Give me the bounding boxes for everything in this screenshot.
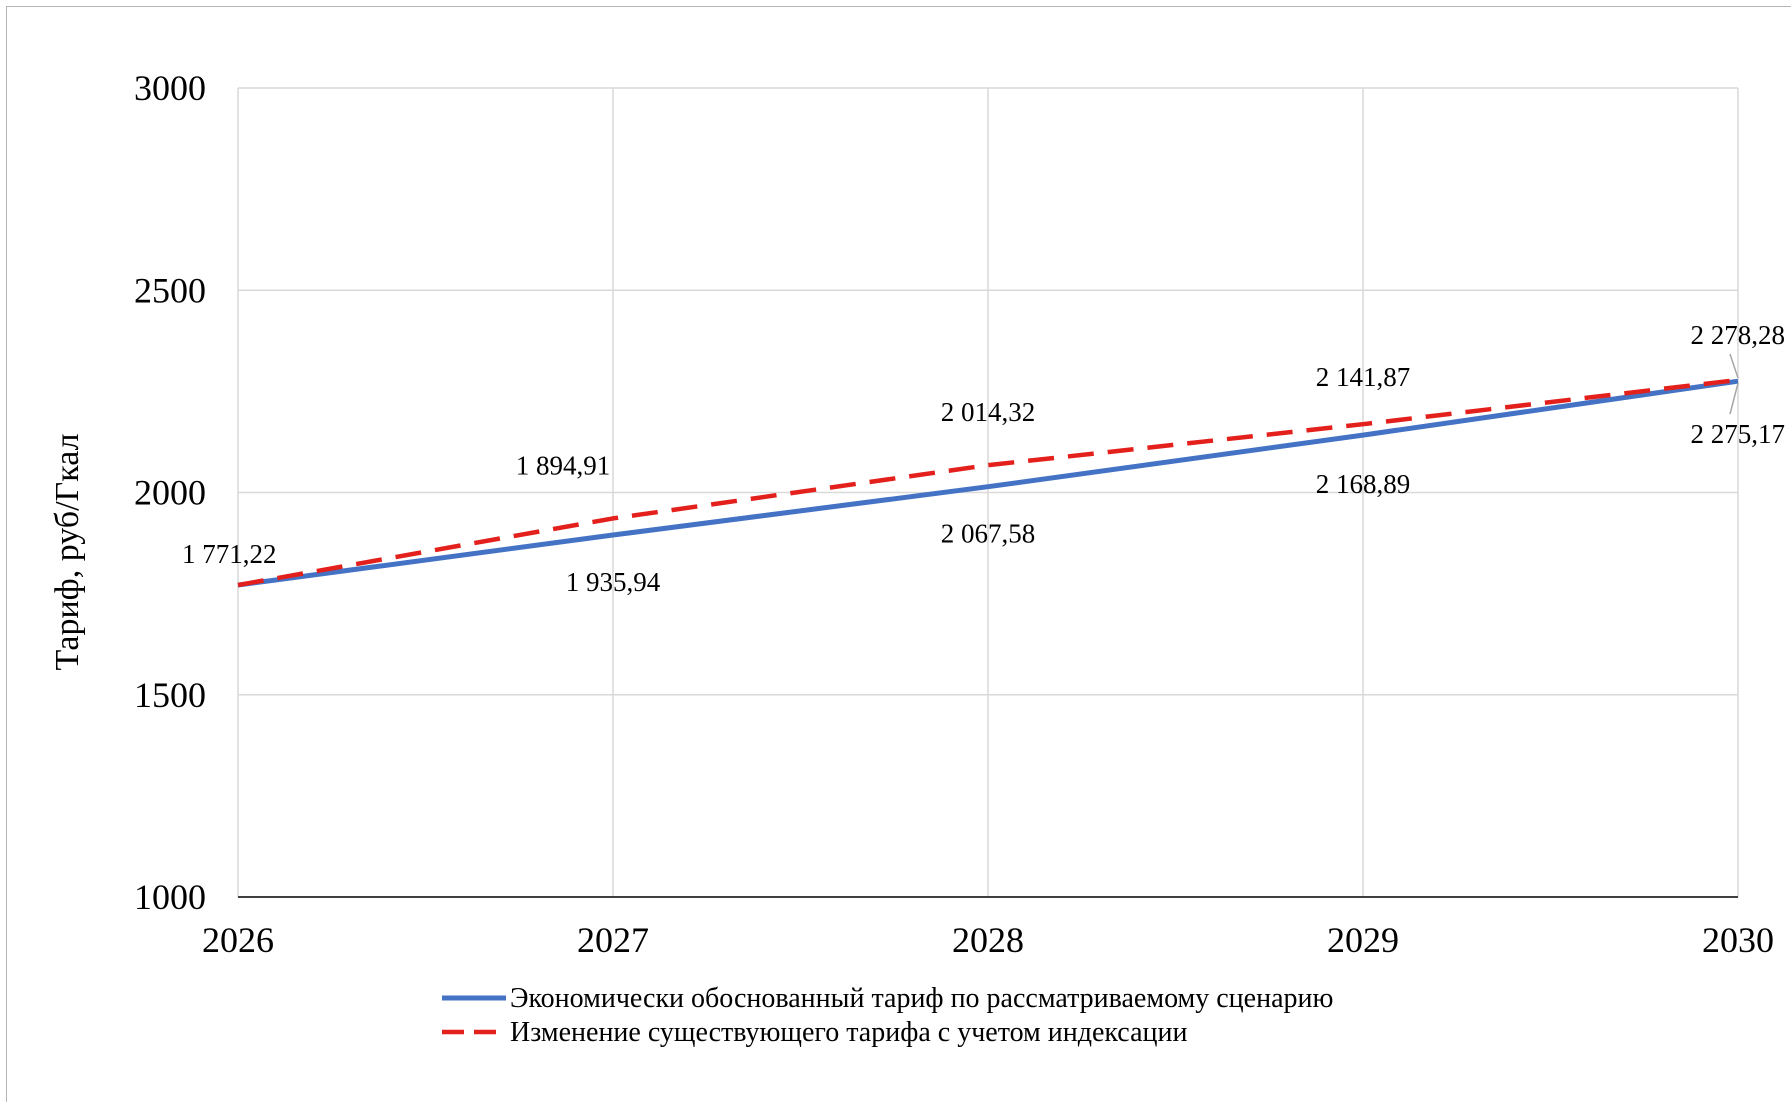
y-tick-label: 2500 — [134, 270, 206, 310]
data-label: 2 014,32 — [941, 397, 1036, 427]
y-tick-label: 1000 — [134, 877, 206, 917]
x-tick-label: 2027 — [577, 920, 649, 960]
data-label: 2 278,28 — [1691, 320, 1786, 350]
legend: Экономически обоснованный тариф по рассм… — [442, 983, 1333, 1048]
grid-layer — [238, 87, 1739, 897]
y-tick-label: 3000 — [134, 68, 206, 108]
x-tick-label: 2030 — [1702, 920, 1774, 960]
data-label: 2 168,89 — [1316, 469, 1411, 499]
data-label: 1 771,22 — [182, 539, 277, 569]
series-line-1 — [237, 378, 1739, 588]
axis-layer: 1000 1500 2000 2500 3000 2026 2027 2028 2029 2030 — [134, 68, 1774, 960]
x-tick-label: 2026 — [202, 920, 274, 960]
data-label: 2 067,58 — [941, 519, 1036, 549]
data-label: 2 141,87 — [1316, 362, 1411, 392]
chart-frame — [6, 6, 1791, 1102]
data-label: 2 275,17 — [1691, 419, 1786, 449]
series-line-2 — [237, 377, 1739, 588]
legend-label-2: Изменение существующего тарифа с учетом … — [510, 1017, 1187, 1048]
y-tick-label: 2000 — [134, 473, 206, 513]
leader-line — [1729, 383, 1739, 415]
x-tick-label: 2029 — [1327, 920, 1399, 960]
y-tick-label: 1500 — [134, 675, 206, 715]
legend-label-1: Экономически обоснованный тариф по рассм… — [510, 983, 1333, 1014]
series-layer — [237, 377, 1739, 588]
data-label-layer: 1 771,22 1 894,91 2 014,32 2 141,87 2 275,17… — [182, 320, 1785, 597]
y-axis-title: Тариф, руб/Гкал — [49, 433, 86, 670]
data-label: 1 894,91 — [516, 450, 611, 480]
leader-line — [1729, 353, 1739, 379]
data-label: 1 935,94 — [566, 567, 661, 597]
x-tick-label: 2028 — [952, 920, 1024, 960]
